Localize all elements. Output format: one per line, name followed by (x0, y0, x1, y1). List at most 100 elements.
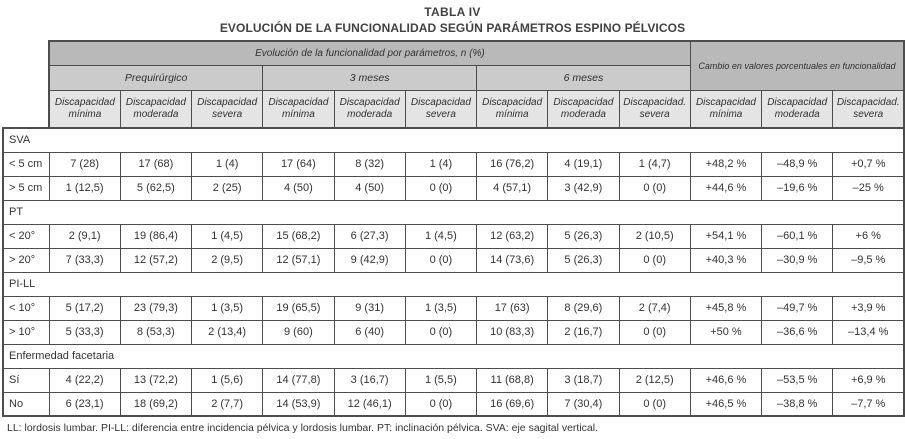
table-cell: +50 % (689, 319, 763, 345)
table-cell: 8 (29,6) (547, 295, 620, 321)
table-cell: 11 (68,8) (475, 367, 549, 393)
header-group-left: Evolución de la funcionalidad por paráme… (47, 40, 691, 66)
table-cell: –30,9 % (761, 247, 834, 273)
section-row: PI-LL (1, 271, 905, 297)
table-cell: 12 (57,1) (262, 247, 335, 273)
table-cell: 4 (50) (333, 175, 406, 201)
table-cell: 1 (12,5) (48, 175, 121, 201)
table-cell: 7 (33,3) (48, 247, 121, 273)
table-cell: 0 (0) (404, 319, 478, 345)
table-cell: 8 (53,3) (119, 319, 193, 345)
header-spacer (3, 90, 49, 128)
table-cell: 2 (12,5) (618, 367, 691, 393)
table-body: SVA < 5 cm 7 (28) 17 (68) 1 (4) 17 (64) 8 (32)… (1, 127, 905, 417)
table-cell: –48,9 % (761, 151, 834, 177)
table-cell: +40,3 % (689, 247, 763, 273)
table-cell: 6 (40) (333, 319, 406, 345)
table-cell: 2 (13,4) (190, 319, 264, 345)
table-cell: +54,1 % (689, 223, 763, 249)
table-row: Sí 4 (22,2) 13 (72,2) 1 (5,6) 14 (77,8) 3 (16… (2, 367, 905, 393)
row-label: No (2, 391, 50, 417)
table-cell: 1 (5,5) (404, 367, 478, 393)
table-cell: +44,6 % (689, 175, 763, 201)
table-cell: +6 % (832, 223, 905, 249)
table-cell: 1 (4) (190, 151, 264, 177)
row-label: > 5 cm (2, 175, 50, 201)
col-header: Discapacidad mínima (475, 89, 549, 129)
table-cell: 3 (18,7) (547, 367, 620, 393)
table-cell: 1 (5,6) (190, 367, 264, 393)
table-cell: 15 (68,2) (262, 223, 335, 249)
section-row: PT (1, 199, 905, 225)
col-header: Discapacidad moderada (119, 89, 193, 129)
table-header: Evolución de la funcionalidad por paráme… (3, 40, 905, 129)
table-cell: 0 (0) (618, 391, 691, 417)
table-number: TABLA IV (424, 5, 481, 19)
row-label: > 10° (2, 319, 50, 345)
col-header: Discapacidad moderada (547, 89, 620, 129)
table-cell: 1 (4,5) (404, 223, 478, 249)
table-cell: –53,5 % (761, 367, 834, 393)
table-cell: 10 (83,3) (475, 319, 549, 345)
table-cell: 6 (27,3) (333, 223, 406, 249)
section-row: Enfermedad facetaria (1, 343, 905, 369)
table-cell: 14 (73,6) (475, 247, 549, 273)
table-cell: 2 (7,4) (618, 295, 691, 321)
section-label: SVA (1, 127, 905, 153)
table-cell: 5 (17,2) (48, 295, 121, 321)
table-cell: +3,9 % (832, 295, 905, 321)
table-cell: 8 (32) (333, 151, 406, 177)
table-cell: –36,6 % (761, 319, 834, 345)
table-cell: +46,5 % (689, 391, 763, 417)
table-cell: +45,8 % (689, 295, 763, 321)
table-cell: –38,8 % (761, 391, 834, 417)
table-cell: 5 (62,5) (119, 175, 193, 201)
table-cell: 0 (0) (404, 391, 478, 417)
table-cell: –19,6 % (761, 175, 834, 201)
section-row: SVA (1, 127, 905, 153)
col-header: Discapacidad. severa (832, 89, 905, 129)
table-cell: 0 (0) (618, 319, 691, 345)
header-group-row: Evolución de la funcionalidad por paráme… (3, 40, 905, 91)
row-label: < 10° (2, 295, 50, 321)
data-table: Evolución de la funcionalidad por paráme… (1, 40, 905, 417)
table-cell: 19 (86,4) (119, 223, 193, 249)
col-header: Discapacidad mínima (689, 89, 763, 129)
table-cell: +6,9 % (832, 367, 905, 393)
col-header: Discapacidad severa (404, 89, 478, 129)
col-header: Discapacidad moderada (333, 89, 406, 129)
table-cell: –13,4 % (832, 319, 905, 345)
table-cell: 14 (53,9) (262, 391, 335, 417)
table-cell: 0 (0) (618, 247, 691, 273)
table-cell: 9 (31) (333, 295, 406, 321)
table-cell: 1 (3,5) (190, 295, 264, 321)
header-spacer (3, 65, 49, 90)
table-cell: 4 (50) (262, 175, 335, 201)
table-cell: 5 (26,3) (547, 223, 620, 249)
table-cell: –7,7 % (832, 391, 905, 417)
table-cell: 18 (69,2) (119, 391, 193, 417)
header-group-right: Cambio en valores porcentuales en funcio… (689, 40, 905, 91)
col-header: Discapacidad mínima (262, 89, 335, 129)
period-header-prequirurgico: Prequirúrgico (48, 64, 264, 91)
table-cell: 2 (16,7) (547, 319, 620, 345)
table-cell: –49,7 % (761, 295, 834, 321)
header-period-row: Prequirúrgico 3 meses 6 meses (3, 64, 904, 91)
table-cell: +46,6 % (689, 367, 763, 393)
table-cell: 2 (25) (190, 175, 264, 201)
table-row: No 6 (23,1) 18 (69,2) 2 (7,7) 14 (53,9) 12 (4… (2, 391, 905, 417)
row-label: < 5 cm (2, 151, 50, 177)
table-cell: 17 (64) (262, 151, 335, 177)
table-cell: +0,7 % (832, 151, 905, 177)
header-spacer (3, 41, 49, 65)
period-header-3-meses: 3 meses (262, 64, 477, 91)
table-cell: 2 (9,1) (48, 223, 121, 249)
table-cell: 2 (7,7) (190, 391, 264, 417)
table-cell: 9 (42,9) (333, 247, 406, 273)
table-cell: 17 (63) (475, 295, 549, 321)
table-row: < 5 cm 7 (28) 17 (68) 1 (4) 17 (64) 8 (32) 1 (… (2, 151, 905, 177)
table-row: > 20° 7 (33,3) 12 (57,2) 2 (9,5) 12 (57,1) 9 … (2, 247, 905, 273)
row-label: < 20° (2, 223, 50, 249)
section-label: PT (1, 199, 905, 225)
